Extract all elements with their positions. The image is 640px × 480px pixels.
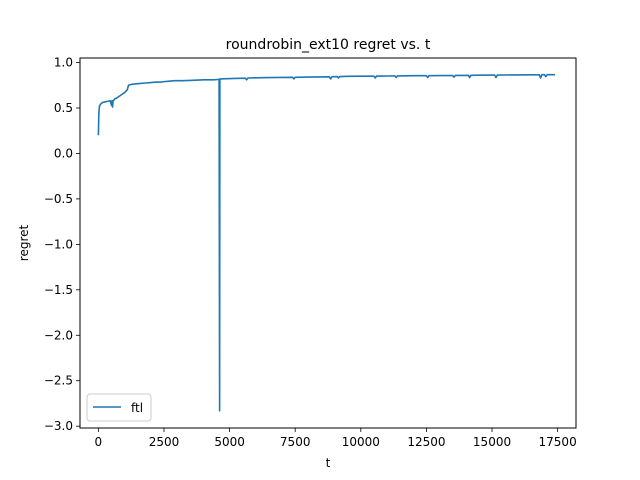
y-tick-label: 0.0 bbox=[54, 146, 73, 160]
y-tick-label: −2.5 bbox=[44, 374, 73, 388]
x-tick-label: 0 bbox=[95, 435, 103, 449]
y-tick-label: 1.0 bbox=[54, 56, 73, 70]
y-tick-label: −2.0 bbox=[44, 328, 73, 342]
x-axis-label: t bbox=[326, 456, 331, 470]
x-axis: 0 2500 5000 7500 10000 12500 15000 17500 bbox=[95, 428, 577, 449]
y-tick-label: −1.5 bbox=[44, 283, 73, 297]
y-axis-label: regret bbox=[17, 224, 31, 261]
plot-layer bbox=[97, 73, 556, 412]
x-tick-label: 17500 bbox=[539, 435, 577, 449]
plot-frame bbox=[79, 57, 577, 429]
y-tick-label: −3.0 bbox=[44, 419, 73, 433]
y-tick-label: 0.5 bbox=[54, 101, 73, 115]
chart-title: roundrobin_ext10 regret vs. t bbox=[226, 37, 431, 53]
x-tick-label: 12500 bbox=[407, 435, 445, 449]
legend-label-ftl: ftl bbox=[131, 401, 143, 415]
x-tick-label: 7500 bbox=[280, 435, 311, 449]
y-axis: 1.0 0.5 0.0 −0.5 −1.0 −1.5 −2.0 −2.5 −3.0 bbox=[44, 56, 80, 433]
x-tick-label: 15000 bbox=[473, 435, 511, 449]
x-tick-label: 5000 bbox=[214, 435, 245, 449]
y-tick-label: −0.5 bbox=[44, 192, 73, 206]
series-line-ftl bbox=[97, 73, 556, 412]
legend: ftl bbox=[86, 393, 152, 422]
x-tick-label: 2500 bbox=[149, 435, 180, 449]
x-tick-label: 10000 bbox=[342, 435, 380, 449]
y-tick-label: −1.0 bbox=[44, 237, 73, 251]
